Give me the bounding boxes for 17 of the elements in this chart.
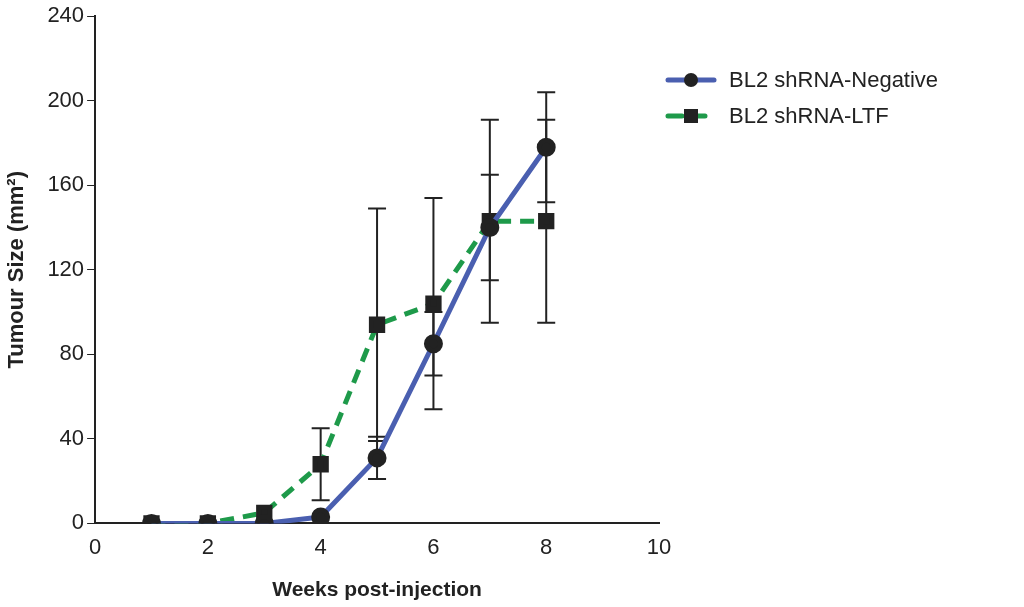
y-tick-label: 40	[59, 424, 85, 450]
x-axis-title: Weeks post-injection	[272, 577, 482, 601]
y-tick-label: 120	[47, 255, 85, 281]
legend-label: BL2 shRNA-LTF	[729, 103, 889, 129]
y-tick-label: 200	[47, 86, 85, 112]
y-tick-label: 160	[47, 171, 85, 197]
y-tick-label: 240	[47, 2, 85, 28]
x-tick-label: 2	[201, 533, 215, 559]
legend-label: BL2 shRNA-Negative	[729, 67, 939, 93]
y-tick-label: 80	[59, 340, 85, 366]
x-tick-label: 4	[314, 533, 327, 559]
y-axis-title: Tumour Size (mm²)	[3, 171, 29, 369]
x-tick-label: 0	[88, 533, 102, 559]
x-tick-label: 6	[427, 533, 440, 559]
x-tick-label: 8	[540, 533, 553, 559]
x-tick-label: 10	[646, 533, 672, 559]
y-tick-label: 0	[71, 509, 85, 535]
